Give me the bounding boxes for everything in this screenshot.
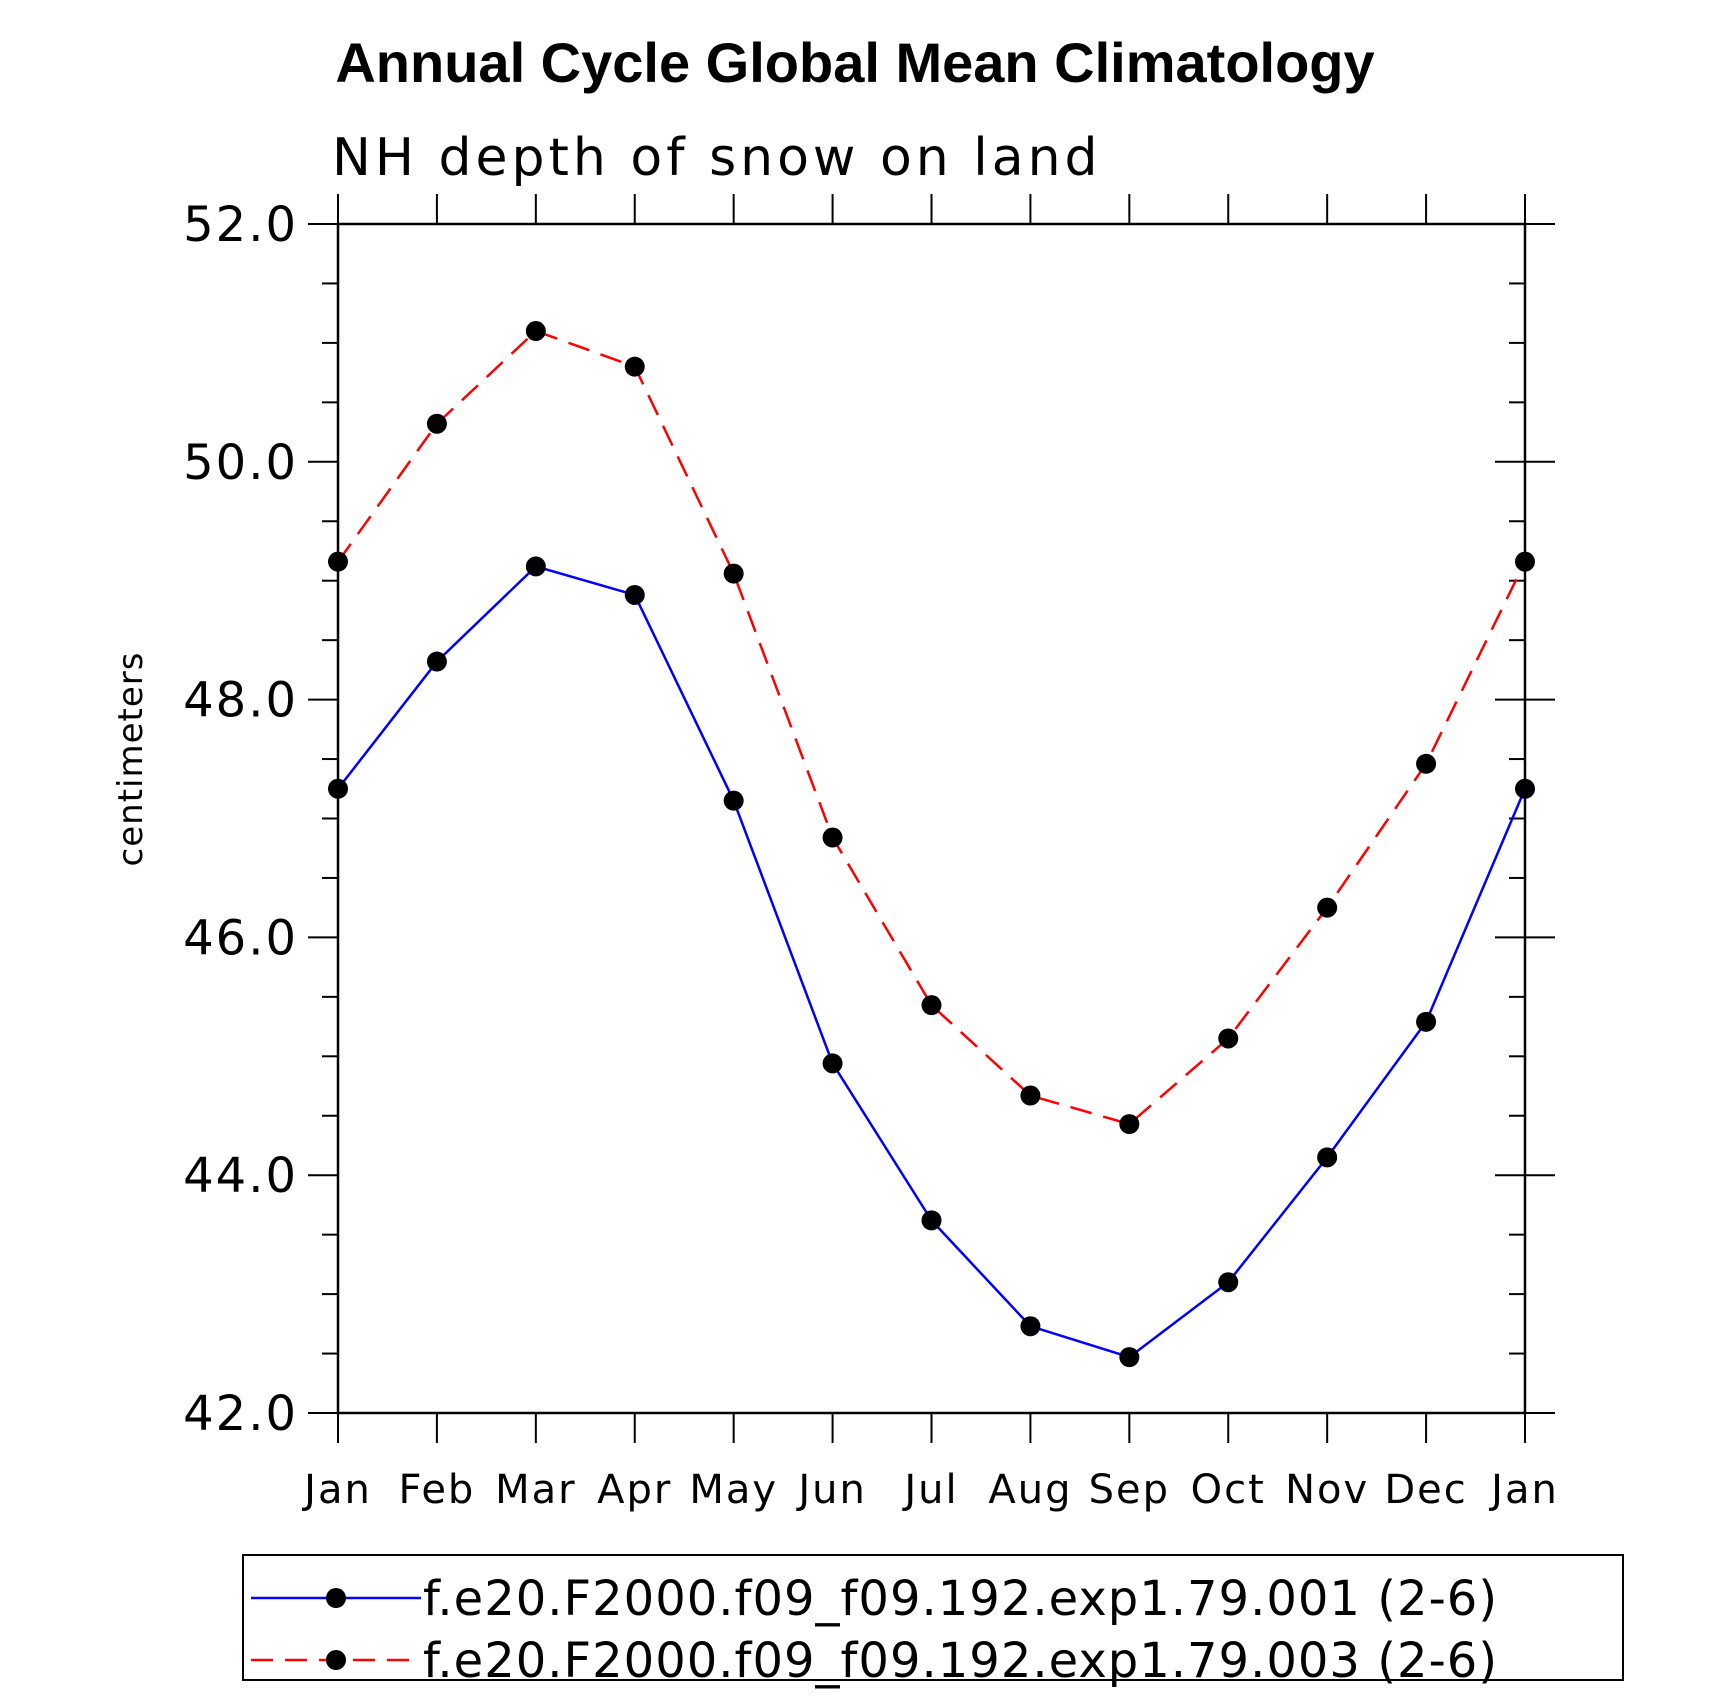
chart-subtitle: NH depth of snow on land: [332, 128, 1102, 188]
y-tick-label: 46.0: [183, 910, 298, 966]
legend: f.e20.F2000.f09_f09.192.exp1.79.001 (2-6…: [242, 1554, 1624, 1689]
legend-marker-2: [326, 1650, 346, 1670]
x-tick-label: Jan: [1488, 1467, 1559, 1513]
data-point: [525, 321, 546, 342]
chart-title: Annual Cycle Global Mean Climatology: [335, 31, 1374, 94]
y-tick-label: 44.0: [183, 1148, 298, 1204]
legend-label-1: f.e20.F2000.f09_f09.192.exp1.79.001 (2-6…: [423, 1571, 1498, 1627]
plot-frame: [336, 222, 1527, 1415]
x-tick-label: Jun: [795, 1467, 867, 1513]
x-tick-label: Oct: [1191, 1467, 1266, 1513]
data-point: [1317, 1147, 1338, 1168]
data-point: [1119, 1114, 1140, 1135]
x-tick-label: Apr: [597, 1467, 672, 1513]
data-point: [723, 790, 744, 811]
data-point: [1416, 1011, 1437, 1032]
x-tick-label: Dec: [1384, 1467, 1467, 1513]
data-point: [1416, 753, 1437, 774]
data-point: [624, 356, 645, 377]
data-point: [525, 556, 546, 577]
x-tick-label: Nov: [1285, 1467, 1369, 1513]
x-tick-label: Jan: [301, 1467, 372, 1513]
x-tick-label: Sep: [1089, 1467, 1170, 1513]
data-point: [1218, 1272, 1239, 1293]
data-point: [723, 563, 744, 584]
data-point: [921, 995, 942, 1016]
legend-label-2: f.e20.F2000.f09_f09.192.exp1.79.003 (2-6…: [423, 1633, 1498, 1689]
series-line-1: [337, 565, 1527, 1359]
x-tick-label: Jul: [901, 1467, 958, 1513]
x-tick-label: May: [689, 1467, 778, 1513]
plot-area: 42.0 44.0 46.0 48.0 50.0 52.0 Jan Feb Mar Apr May J…: [183, 194, 1559, 1513]
data-point: [822, 827, 843, 848]
data-point: [1218, 1028, 1239, 1049]
data-point: [328, 551, 348, 572]
data-point: [426, 651, 447, 672]
y-tick-label: 48.0: [183, 673, 298, 729]
data-point: [1020, 1085, 1041, 1106]
data-point: [921, 1210, 942, 1231]
legend-box: [242, 1554, 1624, 1681]
y-tick-label: 50.0: [183, 435, 298, 491]
data-point: [1317, 897, 1338, 918]
data-point: [822, 1053, 843, 1074]
y-tick-label: 52.0: [183, 197, 298, 253]
data-point: [328, 778, 348, 799]
legend-marker-1: [326, 1588, 346, 1608]
x-tick-label: Aug: [988, 1467, 1072, 1513]
y-axis-label: centimeters: [111, 652, 151, 867]
data-point: [1515, 778, 1535, 799]
data-point: [426, 413, 447, 434]
y-tick-label: 42.0: [183, 1386, 298, 1442]
data-point: [1020, 1316, 1041, 1337]
data-point: [1119, 1347, 1140, 1368]
data-point: [1515, 551, 1535, 572]
data-point: [624, 584, 645, 605]
x-tick-label: Mar: [495, 1467, 576, 1513]
x-tick-label: Feb: [399, 1467, 476, 1513]
